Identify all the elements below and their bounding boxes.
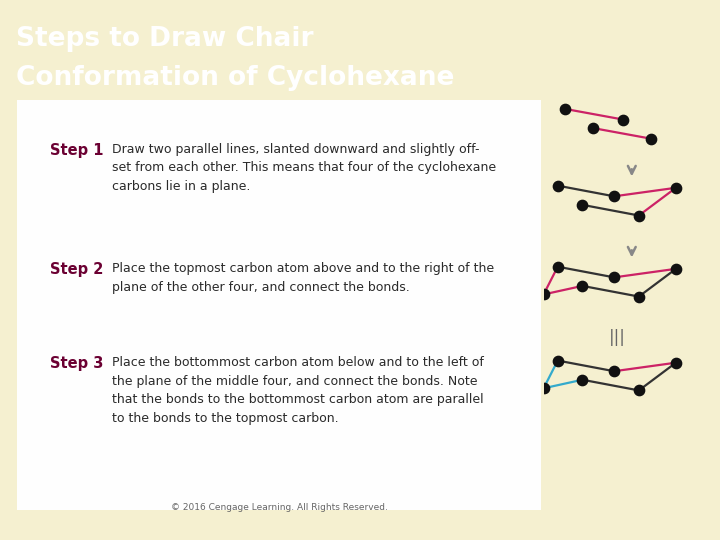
Text: Place the bottommost carbon atom below and to the left of
the plane of the middl: Place the bottommost carbon atom below a… bbox=[112, 356, 483, 425]
Point bbox=[588, 124, 599, 132]
Point bbox=[633, 211, 644, 220]
Point bbox=[577, 200, 588, 209]
Point bbox=[608, 192, 620, 201]
Point bbox=[559, 105, 570, 113]
Point bbox=[577, 281, 588, 290]
Point bbox=[552, 356, 564, 365]
Point bbox=[608, 273, 620, 282]
Text: Step 2: Step 2 bbox=[50, 262, 104, 278]
Point bbox=[538, 384, 549, 393]
Point bbox=[608, 367, 620, 375]
Text: Steps to Draw Chair: Steps to Draw Chair bbox=[16, 26, 313, 52]
Point bbox=[552, 181, 564, 190]
Point bbox=[552, 262, 564, 271]
Text: Draw two parallel lines, slanted downward and slightly off-
set from each other.: Draw two parallel lines, slanted downwar… bbox=[112, 143, 496, 193]
Text: Conformation of Cyclohexane: Conformation of Cyclohexane bbox=[16, 65, 454, 91]
Point bbox=[617, 115, 629, 124]
Point bbox=[645, 134, 657, 143]
Point bbox=[538, 290, 549, 299]
Text: © 2016 Cengage Learning. All Rights Reserved.: © 2016 Cengage Learning. All Rights Rese… bbox=[171, 503, 387, 512]
Point bbox=[577, 375, 588, 384]
Point bbox=[670, 359, 682, 367]
Text: |||: ||| bbox=[609, 329, 626, 346]
Text: Step 1: Step 1 bbox=[50, 143, 104, 158]
Text: Step 3: Step 3 bbox=[50, 356, 104, 372]
Text: Place the topmost carbon atom above and to the right of the
plane of the other f: Place the topmost carbon atom above and … bbox=[112, 262, 494, 294]
Point bbox=[670, 184, 682, 192]
Point bbox=[633, 292, 644, 301]
Point bbox=[670, 265, 682, 273]
Point bbox=[633, 386, 644, 395]
